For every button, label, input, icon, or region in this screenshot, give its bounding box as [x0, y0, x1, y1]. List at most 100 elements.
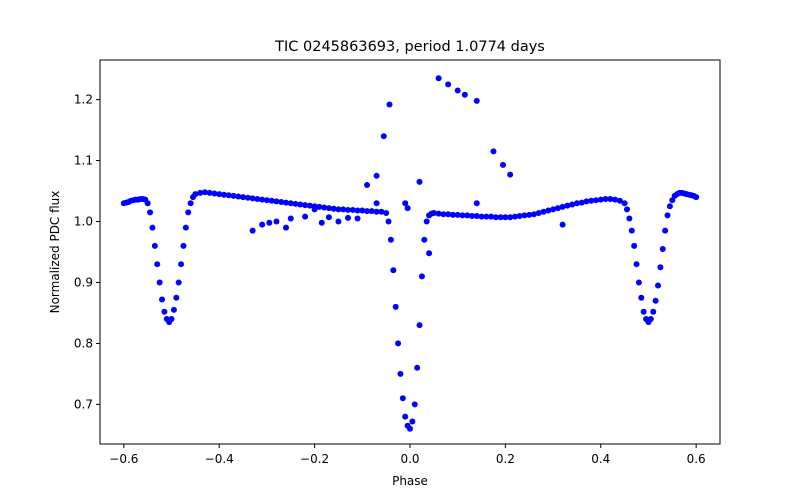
data-point: [345, 206, 351, 213]
data-point: [454, 87, 461, 94]
data-point: [387, 236, 394, 243]
data-point: [287, 200, 294, 207]
data-point: [244, 194, 251, 201]
data-point: [287, 215, 294, 222]
data-point: [263, 197, 270, 204]
data-point: [473, 213, 480, 220]
data-point: [335, 218, 342, 225]
data-point: [693, 194, 700, 201]
data-point: [502, 214, 509, 221]
x-tick-label: 0.6: [687, 452, 706, 466]
x-tick-label: −0.2: [300, 452, 329, 466]
data-point: [397, 370, 404, 377]
data-point: [325, 214, 332, 221]
data-point: [340, 206, 347, 213]
data-point: [602, 195, 609, 202]
data-point: [316, 203, 323, 210]
data-point: [540, 208, 547, 215]
data-point: [185, 209, 192, 216]
data-point: [335, 206, 342, 213]
data-point: [154, 261, 161, 268]
data-point: [235, 193, 242, 200]
data-point: [492, 214, 499, 221]
data-point: [364, 181, 371, 188]
data-point: [426, 250, 433, 257]
data-points: [120, 75, 700, 432]
data-point: [633, 261, 640, 268]
data-point: [624, 206, 630, 213]
data-point: [516, 213, 523, 220]
data-point: [273, 218, 280, 225]
data-point: [483, 213, 490, 220]
data-point: [628, 227, 635, 234]
data-point: [507, 214, 514, 221]
data-point: [385, 218, 392, 225]
data-point: [311, 206, 318, 213]
data-point: [373, 200, 380, 207]
x-axis-label: Phase: [392, 474, 428, 488]
data-point: [230, 192, 237, 199]
data-point: [500, 161, 506, 168]
data-point: [469, 213, 475, 220]
data-point: [266, 219, 273, 226]
x-tick-label: 0.0: [400, 452, 419, 466]
data-point: [535, 209, 542, 216]
data-point: [359, 207, 366, 214]
data-point: [144, 200, 151, 207]
data-point: [302, 213, 309, 220]
data-point: [159, 296, 165, 303]
data-point: [559, 221, 566, 228]
x-tick-label: 0.4: [591, 452, 610, 466]
data-point: [168, 316, 175, 323]
data-point: [345, 214, 351, 221]
data-point: [259, 221, 266, 228]
data-point: [564, 202, 571, 209]
data-point: [421, 236, 428, 243]
data-point: [402, 413, 409, 420]
data-point: [449, 211, 456, 218]
data-point: [593, 197, 599, 204]
data-point: [149, 224, 156, 231]
data-point: [416, 322, 423, 329]
data-point: [283, 199, 289, 206]
data-point: [461, 91, 468, 98]
data-point: [302, 202, 309, 209]
data-point: [531, 211, 537, 218]
data-point: [554, 205, 561, 212]
data-point: [559, 203, 566, 210]
data-point: [192, 191, 199, 198]
data-point: [626, 215, 633, 222]
data-point: [201, 189, 208, 196]
data-point: [278, 199, 285, 206]
data-point: [156, 279, 163, 286]
y-tick-label: 1.0: [74, 215, 93, 229]
data-point: [655, 282, 661, 289]
data-point: [254, 195, 261, 202]
data-point: [197, 189, 204, 196]
data-point: [170, 306, 177, 313]
data-point: [597, 196, 604, 203]
data-point: [638, 294, 645, 301]
y-tick-label: 1.1: [74, 154, 93, 168]
x-tick-label: −0.4: [205, 452, 234, 466]
data-point: [268, 197, 275, 204]
y-axis-ticks: 0.7 0.8 0.9 1.0 1.1 1.2: [74, 93, 100, 411]
data-point: [292, 200, 299, 207]
data-point: [640, 308, 647, 315]
data-point: [211, 190, 218, 197]
data-point: [416, 178, 423, 185]
data-point: [206, 189, 213, 196]
data-point: [521, 212, 528, 219]
data-point: [659, 245, 666, 252]
data-point: [607, 195, 614, 202]
data-point: [423, 218, 430, 225]
data-point: [259, 196, 266, 203]
data-point: [364, 208, 371, 215]
data-point: [368, 208, 375, 215]
data-point: [511, 213, 518, 220]
data-point: [178, 261, 185, 268]
data-point: [621, 200, 628, 207]
data-point: [650, 308, 657, 315]
data-point: [306, 202, 313, 209]
